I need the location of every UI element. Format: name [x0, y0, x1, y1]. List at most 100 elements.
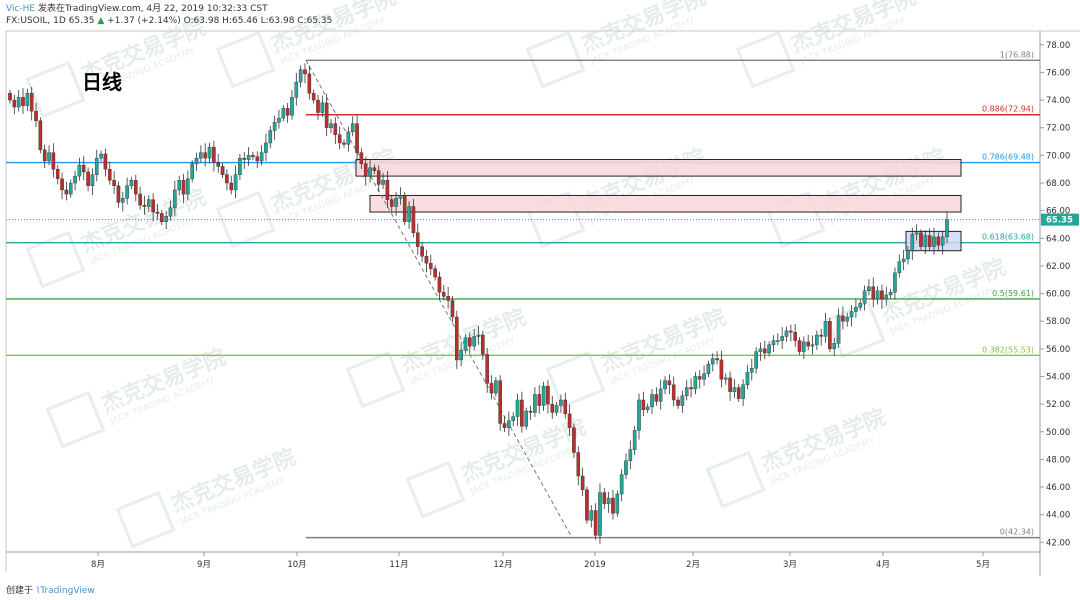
y-tick-label: 70.00	[1046, 151, 1070, 161]
candle-body	[173, 189, 177, 209]
candle-body	[550, 403, 555, 413]
candle-body	[875, 290, 880, 300]
candle-body	[710, 358, 715, 365]
candle-body	[376, 170, 381, 185]
candle-body	[888, 291, 893, 296]
candle-body	[763, 348, 767, 354]
candle-body	[112, 180, 116, 186]
candle-body	[897, 261, 902, 274]
candle-body	[572, 427, 576, 453]
watermark-badge	[825, 300, 886, 359]
candle-body	[511, 416, 516, 421]
y-tick-label: 46.00	[1046, 483, 1070, 493]
symbol-info: FX:USOIL, 1D 65.35	[6, 16, 95, 26]
candle-body	[749, 367, 754, 373]
watermark-badge	[45, 390, 106, 449]
zone-boxes[interactable]	[355, 159, 962, 252]
zone-box-resistance-upper	[355, 159, 962, 177]
candle-body	[55, 168, 60, 180]
candle-body	[624, 460, 628, 475]
candle-body	[255, 156, 260, 162]
x-tick-label: 9月	[197, 560, 211, 570]
candle-body	[702, 373, 706, 380]
candle-body	[177, 180, 181, 191]
candle-body	[832, 343, 837, 350]
header-line-2: FX:USOIL, 1D 65.35 ▲ +1.37 (+2.14%) O:63…	[6, 16, 332, 27]
candle-body	[632, 430, 637, 450]
candle-body	[697, 376, 702, 380]
candle-body	[841, 315, 845, 322]
created-label: 创建于	[6, 586, 34, 596]
candle-body	[164, 215, 168, 222]
candle-body	[450, 300, 455, 318]
candle-body	[68, 182, 73, 195]
candle-body	[34, 110, 38, 122]
price-axis[interactable]: 42.00 44.00 46.00 48.00 50.00 52.00 54.00 56.00…	[1040, 41, 1079, 549]
candle-body	[520, 399, 524, 427]
candle-body	[645, 406, 650, 410]
candle-body	[689, 387, 693, 390]
candle-body	[858, 303, 863, 308]
y-tick-label: 48.00	[1046, 455, 1070, 465]
candle-body	[268, 130, 273, 144]
candle-body	[73, 175, 77, 184]
candle-body	[736, 387, 741, 399]
candle-body	[402, 195, 407, 222]
candle-body	[797, 340, 802, 352]
tradingview-logo-icon[interactable]: ⌇	[35, 586, 41, 596]
candle-body	[125, 185, 129, 199]
candle-body	[385, 180, 390, 200]
candle-body	[871, 286, 876, 300]
change-info: +1.37 (+2.14%)	[107, 16, 181, 26]
candle-body	[415, 232, 420, 247]
candle-body	[845, 316, 850, 322]
time-axis[interactable]: 8月 9月 10月 11月 12月 2019 2月 3月 4月 5月	[91, 552, 990, 570]
candlestick-series	[8, 63, 949, 544]
watermark-text: 杰克交易学院	[577, 0, 709, 58]
candle-body	[715, 358, 719, 361]
candle-body	[129, 180, 134, 186]
wave-dashed-line	[305, 60, 573, 538]
watermark-text: 杰克交易学院	[267, 0, 399, 58]
candle-body	[433, 268, 437, 278]
candle-body	[914, 232, 919, 235]
candle-body	[602, 492, 607, 504]
y-tick-label: 72.00	[1046, 124, 1070, 134]
candle-body	[802, 341, 806, 352]
candle-body	[138, 193, 142, 206]
candle-body	[598, 492, 602, 536]
tradingview-brand[interactable]: TradingView	[40, 586, 95, 596]
candle-body	[51, 152, 56, 170]
candle-body	[355, 123, 359, 153]
candle-body	[524, 410, 529, 427]
watermark-badge	[25, 60, 86, 119]
candle-body	[654, 394, 659, 402]
candle-body	[502, 423, 507, 428]
candle-body	[789, 330, 793, 333]
candle-body	[455, 316, 459, 361]
x-tick-label: 11月	[389, 560, 408, 570]
trend-dashed-line[interactable]	[6, 60, 1040, 538]
candle-body	[398, 195, 403, 199]
author-name[interactable]: Vic-HE	[6, 4, 36, 14]
y-tick-label: 76.00	[1046, 68, 1070, 78]
candle-body	[381, 180, 385, 185]
candle-body	[680, 395, 685, 406]
candle-body	[90, 174, 95, 186]
last-price-tag	[1041, 213, 1079, 226]
candle-body	[199, 152, 203, 159]
candle-body	[116, 185, 121, 203]
watermark-badge	[525, 30, 586, 89]
candle-body	[723, 377, 728, 380]
x-tick-label: 12月	[493, 560, 512, 570]
fib-level-label: 0.618(63.68)	[982, 233, 1034, 242]
candle-body	[64, 189, 69, 195]
y-tick-label: 56.00	[1046, 345, 1070, 355]
candle-body	[8, 92, 12, 101]
candle-body	[229, 182, 234, 191]
